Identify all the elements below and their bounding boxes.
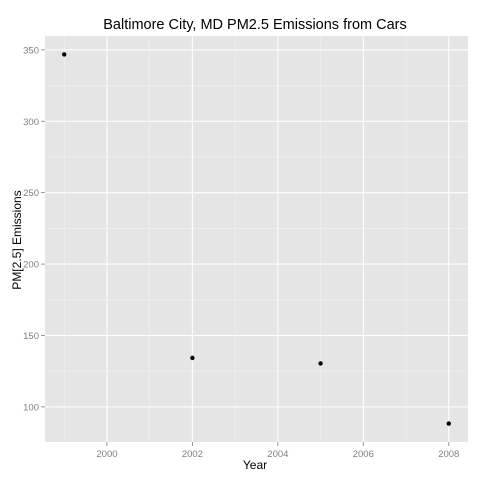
y-axis-title: PM[2.5] Emissions: [10, 190, 24, 289]
data-point: [190, 355, 195, 361]
minor-gridlines: [45, 36, 468, 442]
y-tick-label: 100: [23, 402, 39, 413]
data-point: [318, 361, 323, 366]
x-tick-label: 2008: [438, 449, 459, 460]
x-tick-label: 2006: [353, 449, 374, 460]
x-tick-label: 2000: [96, 449, 117, 460]
x-tick-label: 2004: [267, 449, 288, 460]
x-axis-title: Year: [243, 458, 267, 472]
y-tick-label: 300: [23, 117, 39, 128]
chart-title: Baltimore City, MD PM2.5 Emissions from …: [103, 17, 406, 33]
x-axis-ticks: 2000 2002 2004 2006 2008: [96, 442, 459, 460]
y-tick-label: 150: [23, 331, 39, 342]
data-point: [446, 421, 451, 426]
y-tick-label: 250: [23, 188, 39, 199]
x-tick-label: 2002: [182, 449, 203, 460]
y-tick-label: 200: [23, 260, 39, 271]
data-points: [62, 52, 451, 426]
plot-panel: [45, 36, 468, 442]
major-gridlines: [45, 36, 468, 442]
y-axis-ticks: 100 150 200 250 300 350: [23, 45, 45, 413]
data-point: [62, 52, 67, 57]
y-tick-label: 350: [23, 45, 39, 56]
